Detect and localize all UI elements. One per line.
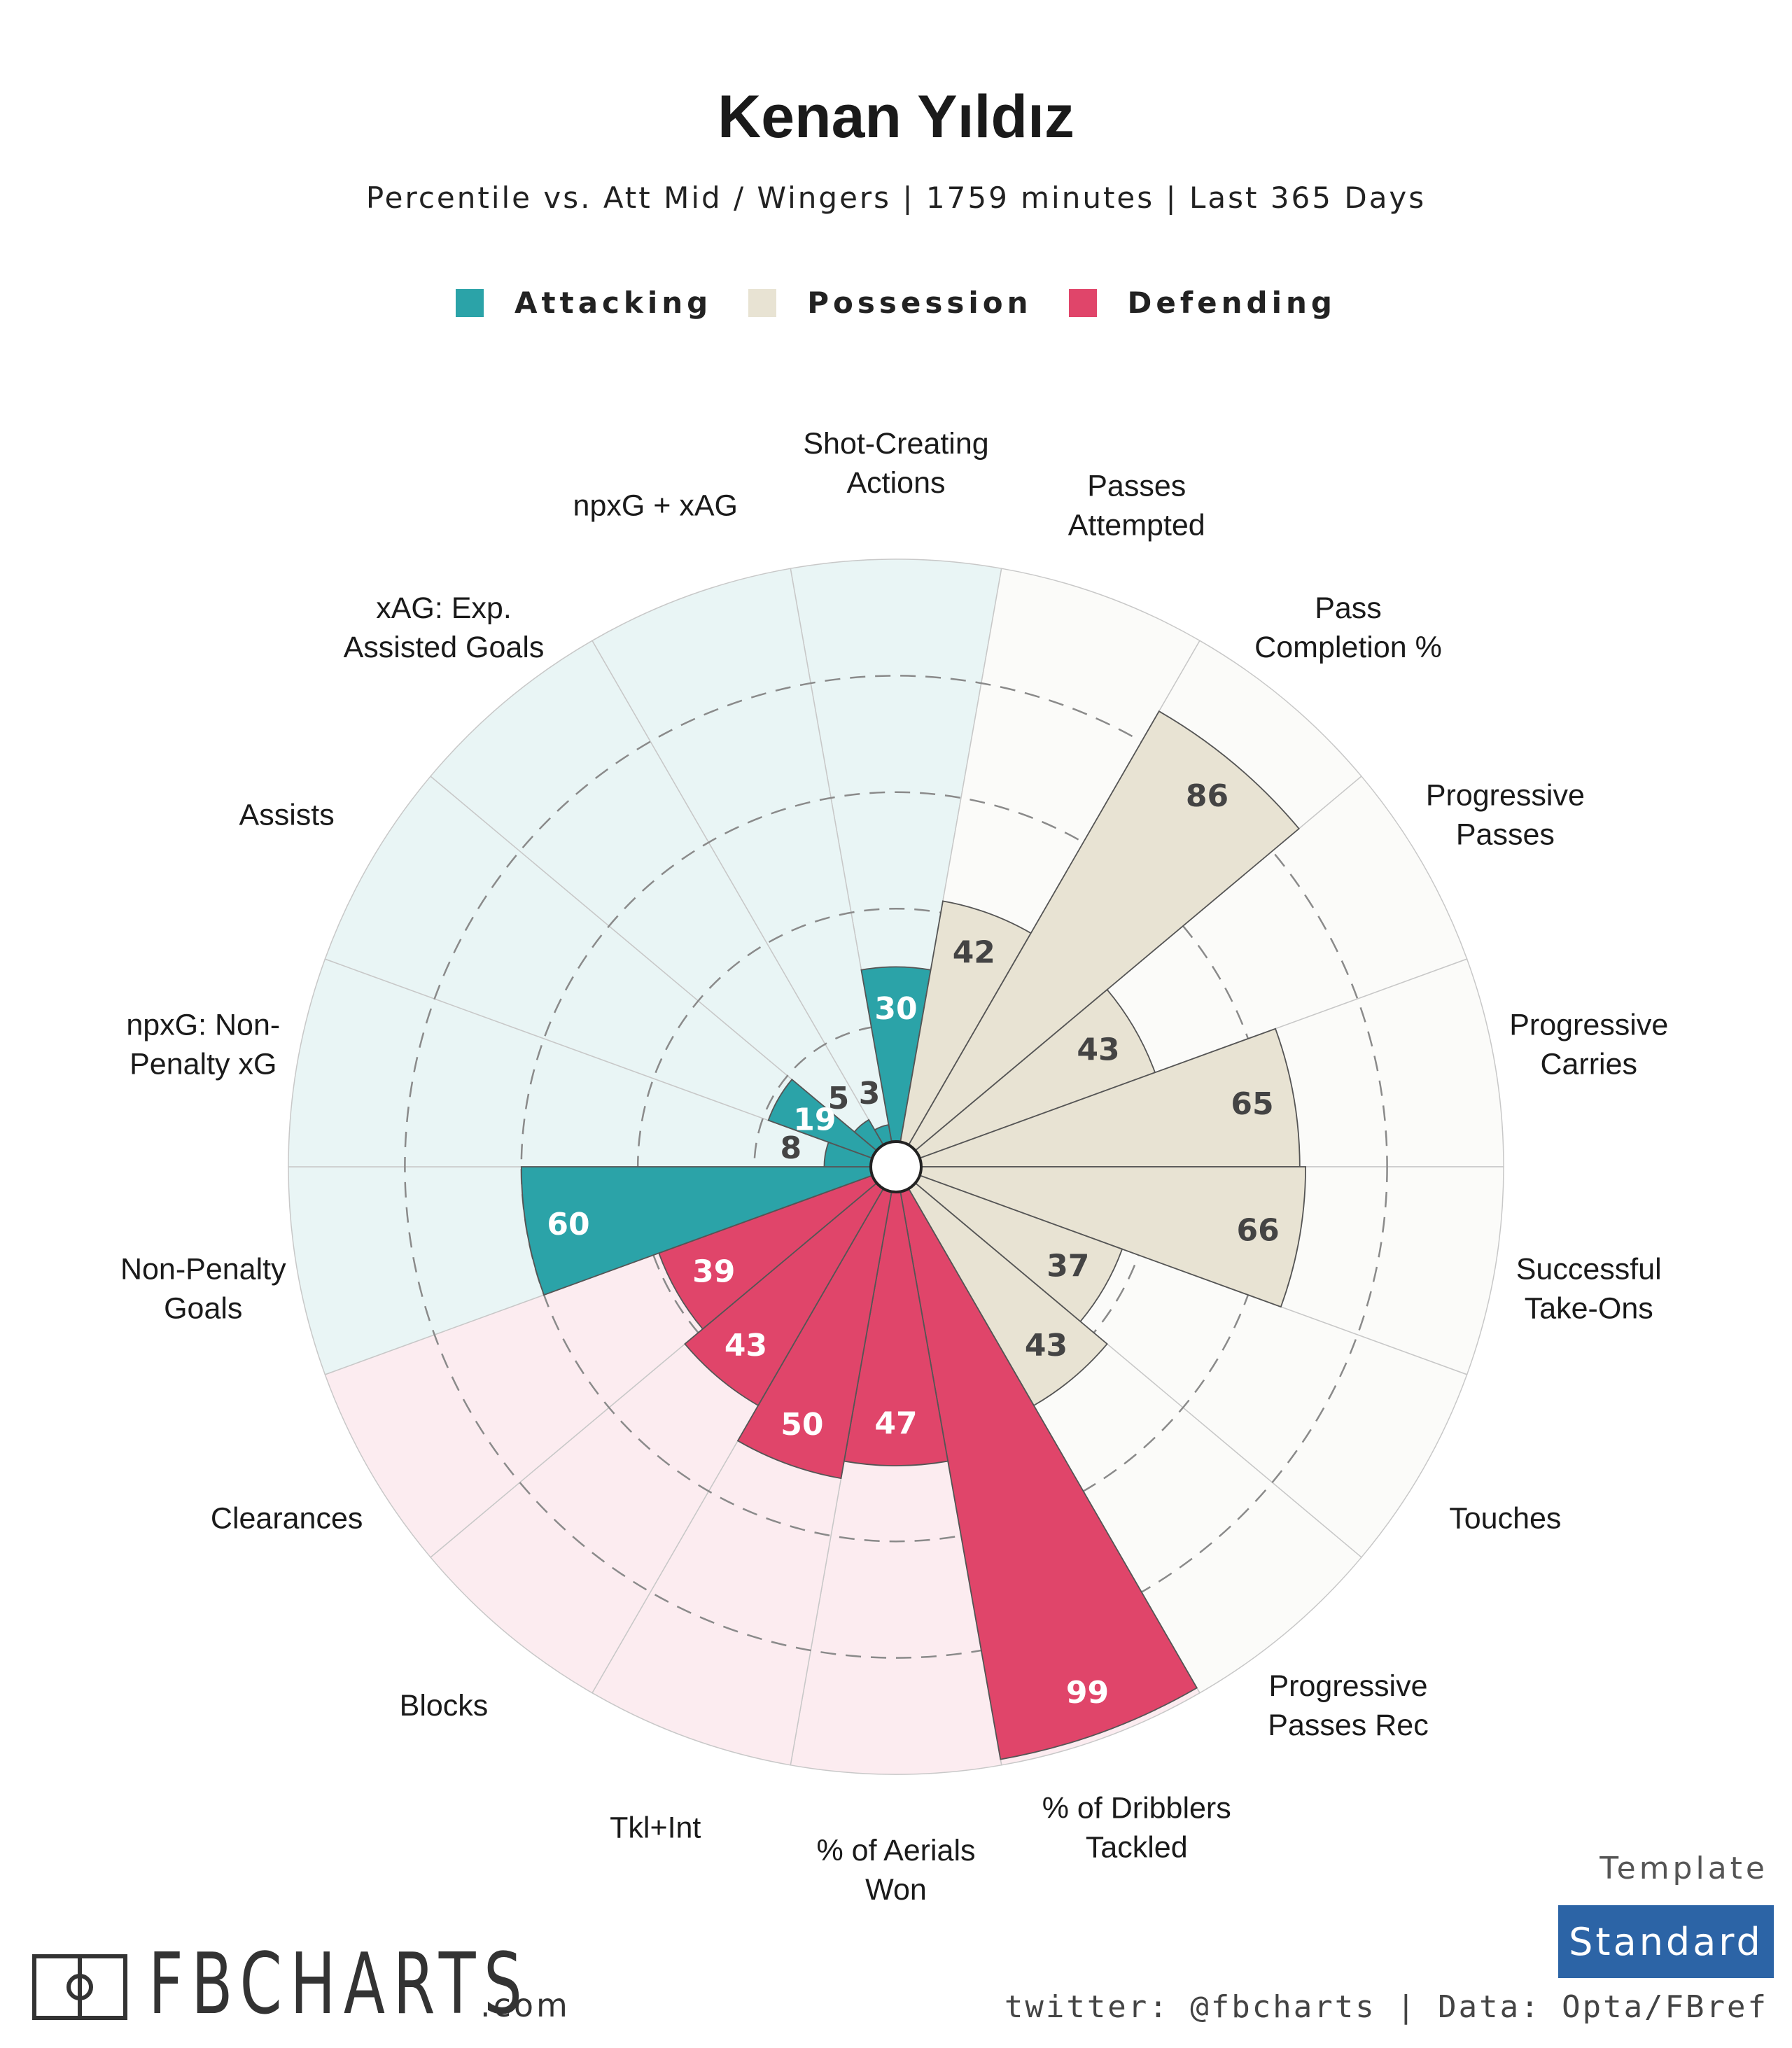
category-label-line: Non-Penalty	[120, 1253, 286, 1286]
category-label-line: Actions	[846, 466, 945, 500]
category-label: Passes Attempted	[1068, 470, 1205, 542]
value-label: 39	[692, 1254, 735, 1290]
value-label: 60	[547, 1207, 589, 1242]
category-labels: Shot-Creating Actions Passes Attempted Pass C…	[120, 427, 1668, 1907]
value-label: 19	[793, 1102, 836, 1137]
category-label-line: Progressive	[1426, 779, 1585, 813]
footer-source: twitter: @fbcharts | Data: Opta/FBref	[1004, 1989, 1768, 2025]
category-label-line: npxG: Non-	[126, 1008, 280, 1041]
logo-text: FBCHARTS	[148, 1936, 531, 2033]
chart-title: Kenan Yıldız	[718, 83, 1074, 150]
category-label: Progressive Passes Rec	[1268, 1669, 1428, 1742]
value-label: 42	[953, 935, 995, 971]
center-hole	[869, 1140, 923, 1193]
legend-item-defending: Defending	[1068, 286, 1336, 320]
legend-label-defending: Defending	[1127, 286, 1336, 320]
value-label: 65	[1231, 1086, 1273, 1122]
fbcharts-logo: FBCHARTS .com	[32, 1936, 678, 2033]
category-label-line: Assisted Goals	[344, 631, 545, 664]
category-label: Non-Penalty Goals	[120, 1253, 286, 1326]
value-label: 43	[724, 1328, 767, 1363]
chart-subtitle: Percentile vs. Att Mid / Wingers | 1759 …	[365, 181, 1427, 215]
category-label-line: Touches	[1449, 1502, 1561, 1536]
legend-swatch-defending	[1068, 288, 1097, 317]
category-label: xAG: Exp. Assisted Goals	[344, 591, 545, 664]
category-label-line: Won	[865, 1873, 927, 1907]
category-label-line: Clearances	[211, 1502, 363, 1536]
value-label: 43	[1077, 1032, 1119, 1068]
category-label: Successful Take-Ons	[1516, 1253, 1662, 1326]
value-label: 99	[1066, 1675, 1109, 1711]
template-badge: Standard	[1558, 1905, 1774, 1978]
category-label-line: Penalty xG	[130, 1047, 276, 1081]
value-label: 3	[859, 1076, 881, 1111]
legend-item-possession: Possession	[748, 286, 1032, 320]
category-label: Clearances	[211, 1502, 363, 1536]
legend-item-attacking: Attacking	[456, 286, 712, 320]
category-label-line: Pass	[1315, 591, 1382, 625]
category-label-line: Tackled	[1086, 1830, 1188, 1864]
category-label-line: Progressive	[1509, 1008, 1668, 1041]
legend-swatch-attacking	[456, 288, 484, 317]
value-label: 37	[1046, 1248, 1089, 1284]
legend: Attacking Possession Defending	[0, 286, 1792, 320]
value-label: 47	[874, 1406, 917, 1442]
category-label-line: Passes	[1087, 470, 1186, 503]
category-label: Assists	[239, 799, 335, 832]
value-label: 5	[828, 1081, 850, 1116]
category-label-line: Completion %	[1254, 631, 1442, 664]
category-label: npxG + xAG	[573, 489, 738, 523]
category-label-line: Carries	[1540, 1047, 1637, 1081]
category-label-line: Progressive	[1268, 1669, 1427, 1703]
category-label: % of Aerials Won	[816, 1834, 975, 1907]
category-label-line: Shot-Creating	[803, 427, 988, 461]
category-label-line: Passes Rec	[1268, 1709, 1428, 1742]
legend-label-attacking: Attacking	[514, 286, 713, 320]
category-label: npxG: Non- Penalty xG	[126, 1008, 280, 1081]
category-label-line: npxG + xAG	[573, 489, 738, 523]
value-label: 43	[1025, 1328, 1068, 1363]
category-label: Touches	[1449, 1502, 1561, 1536]
category-label-line: Tkl+Int	[610, 1811, 701, 1844]
gridline-ring	[404, 675, 1388, 1659]
template-label: Template	[1600, 1851, 1768, 1886]
category-label-line: Passes	[1456, 818, 1555, 852]
category-label: Shot-Creating Actions	[803, 427, 988, 500]
value-label: 8	[780, 1130, 802, 1166]
category-label: % of Dribblers Tackled	[1042, 1791, 1231, 1864]
bars	[520, 710, 1307, 1760]
category-label-line: Take-Ons	[1525, 1292, 1653, 1326]
category-label-line: Goals	[164, 1292, 242, 1326]
legend-swatch-possession	[748, 288, 777, 317]
category-label-line: Assists	[239, 799, 335, 832]
category-label-line: xAG: Exp.	[376, 591, 512, 625]
category-label-line: % of Dribblers	[1042, 1791, 1231, 1825]
category-label-line: Attempted	[1068, 509, 1205, 542]
category-label-line: % of Aerials	[816, 1834, 975, 1867]
category-label: Progressive Passes	[1426, 779, 1585, 852]
category-label: Progressive Carries	[1509, 1008, 1668, 1081]
category-label: Blocks	[400, 1689, 489, 1723]
category-label: Tkl+Int	[610, 1811, 701, 1844]
legend-label-possession: Possession	[807, 286, 1032, 320]
pitch-icon	[32, 1954, 127, 2020]
value-label: 50	[780, 1407, 823, 1443]
value-label: 86	[1186, 778, 1228, 814]
value-label: 30	[874, 991, 917, 1027]
category-label-line: Blocks	[400, 1689, 489, 1723]
value-label: 66	[1237, 1213, 1280, 1249]
category-label: Pass Completion %	[1254, 591, 1442, 664]
category-label-line: Successful	[1516, 1253, 1662, 1286]
logo-suffix: .com	[480, 1986, 570, 2024]
